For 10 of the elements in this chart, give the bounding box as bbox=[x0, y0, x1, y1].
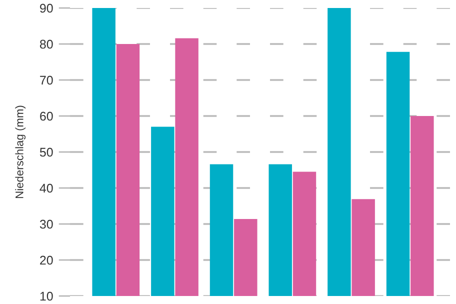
y-tick-label: 70 bbox=[40, 76, 53, 85]
y-tick-label: 90 bbox=[40, 4, 53, 13]
y-tick-label: 20 bbox=[40, 256, 53, 265]
y-tick-label: 10 bbox=[40, 292, 53, 301]
y-tick-label: 30 bbox=[40, 220, 53, 229]
y-tick-label: 60 bbox=[40, 112, 53, 121]
y-tick-label: 80 bbox=[40, 40, 53, 49]
y-tick-label: 50 bbox=[40, 148, 53, 157]
y-tick-label: 40 bbox=[40, 184, 53, 193]
y-axis-title: Niederschlag (mm) bbox=[15, 106, 26, 198]
